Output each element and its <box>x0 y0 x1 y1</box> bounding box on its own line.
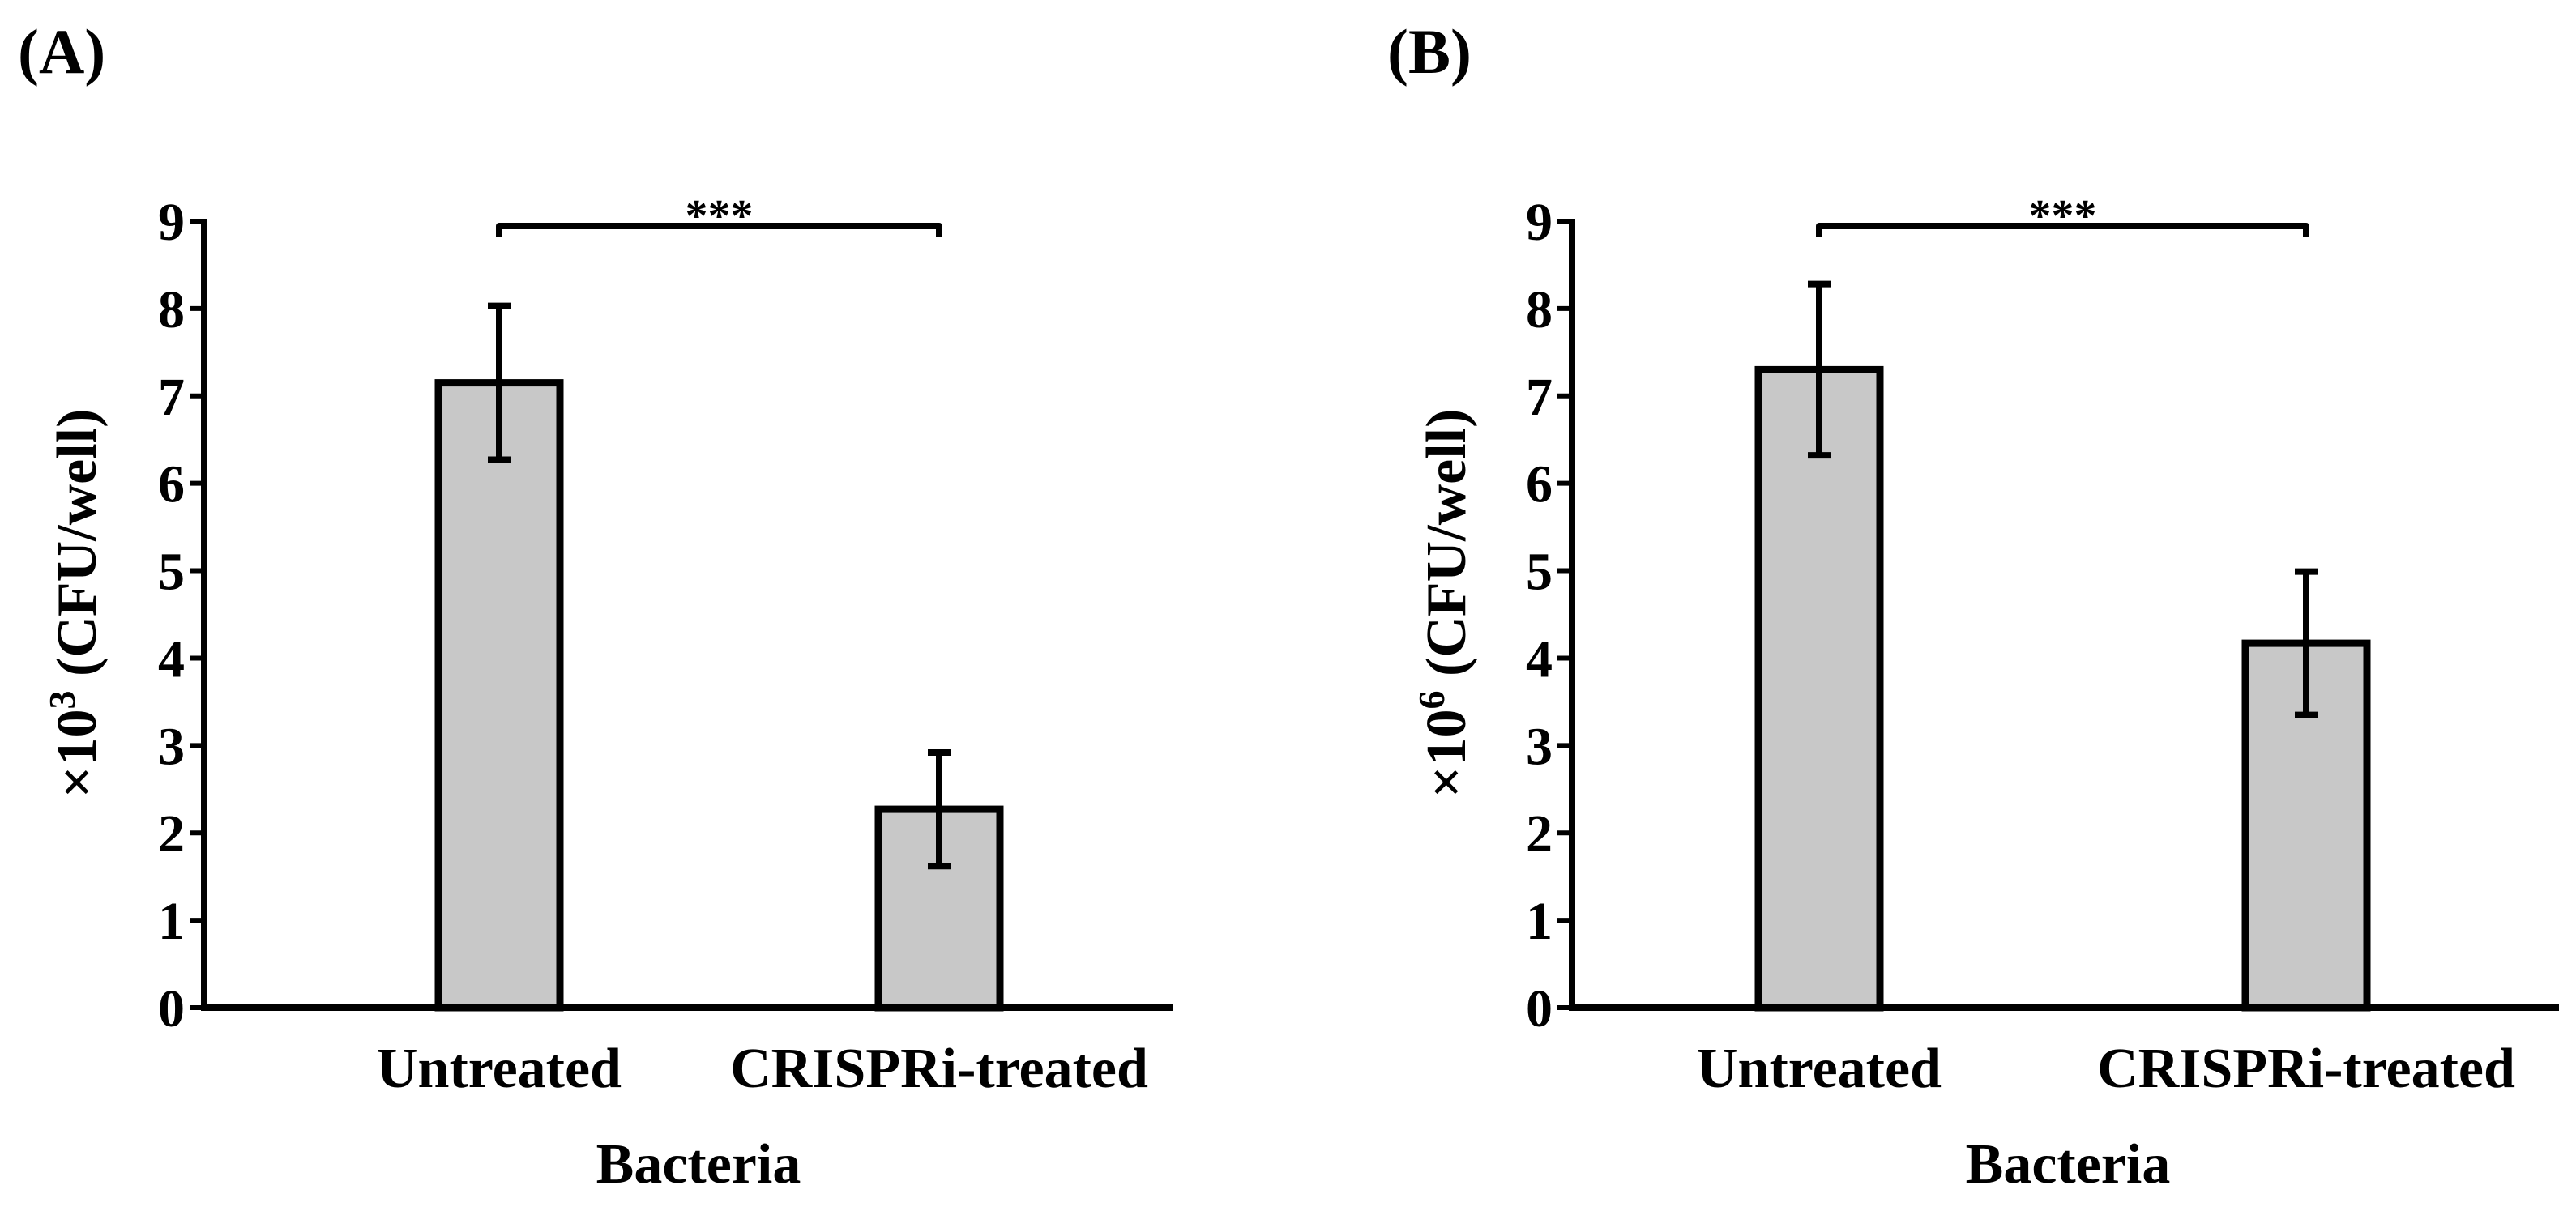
y-tick-label: 9 <box>158 193 185 252</box>
y-tick-label: 5 <box>158 543 185 602</box>
bar-untreated <box>434 379 564 1012</box>
panel-label: (B) <box>1387 16 1472 87</box>
panel-a: (A) 0 1 2 3 4 5 6 7 8 9 Untreated CRISPRi-treated **… <box>18 16 1173 1196</box>
y-tick-label: 3 <box>1526 717 1553 776</box>
y-tick-label: 0 <box>158 979 185 1038</box>
y-axis-title-prefix: ×10 <box>1416 710 1478 799</box>
y-tick-label: 8 <box>1526 280 1553 339</box>
y-axis-title: ×103 (CFU/well) <box>41 409 109 799</box>
y-tick-label: 6 <box>158 455 185 514</box>
y-axis-title: ×106 (CFU/well) <box>1411 409 1478 799</box>
panel-label: (A) <box>18 16 105 87</box>
panel-b: (B) 0 1 2 3 4 5 6 7 8 9 Untreated CRISPRi-treated **… <box>1387 16 2559 1196</box>
category-label: CRISPRi-treated <box>2097 1038 2515 1100</box>
bar-untreated <box>1754 365 1884 1012</box>
plot-area: 0 1 2 3 4 5 6 7 8 9 Untreated CRISPRi-treated *** <box>158 191 1173 1100</box>
y-tick-label: 2 <box>158 804 185 863</box>
significance-bracket <box>496 223 942 237</box>
y-tick-label: 4 <box>1526 629 1553 689</box>
y-tick-label: 7 <box>158 368 185 427</box>
category-label: CRISPRi-treated <box>730 1038 1148 1100</box>
y-tick-label: 1 <box>158 892 185 951</box>
y-tick-label: 9 <box>1526 193 1553 252</box>
y-tick-label: 6 <box>1526 455 1553 514</box>
y-tick-label: 1 <box>1526 892 1553 951</box>
y-tick-label: 5 <box>1526 543 1553 602</box>
x-axis-title: Bacteria <box>1966 1133 2171 1196</box>
y-axis-title-suffix: (CFU/well) <box>46 409 109 691</box>
y-tick-label: 8 <box>158 280 185 339</box>
category-label: Untreated <box>377 1038 622 1100</box>
y-tick-label: 3 <box>158 717 185 776</box>
y-axis-title-suffix: (CFU/well) <box>1416 409 1478 691</box>
category-label: Untreated <box>1697 1038 1942 1100</box>
y-axis-title-exponent: 3 <box>41 691 83 710</box>
significance-label: *** <box>686 191 754 241</box>
x-axis-title: Bacteria <box>596 1133 801 1196</box>
y-tick-label: 2 <box>1526 804 1553 863</box>
plot-area: 0 1 2 3 4 5 6 7 8 9 Untreated CRISPRi-treated *** <box>1526 191 2559 1100</box>
y-tick-label: 4 <box>158 629 185 689</box>
y-axis-title-exponent: 6 <box>1411 691 1452 710</box>
y-tick-label: 7 <box>1526 368 1553 427</box>
significance-bracket <box>1816 223 2309 237</box>
significance-label: *** <box>2029 191 2097 241</box>
y-axis-title-prefix: ×10 <box>46 710 109 799</box>
y-tick-label: 0 <box>1526 979 1553 1038</box>
